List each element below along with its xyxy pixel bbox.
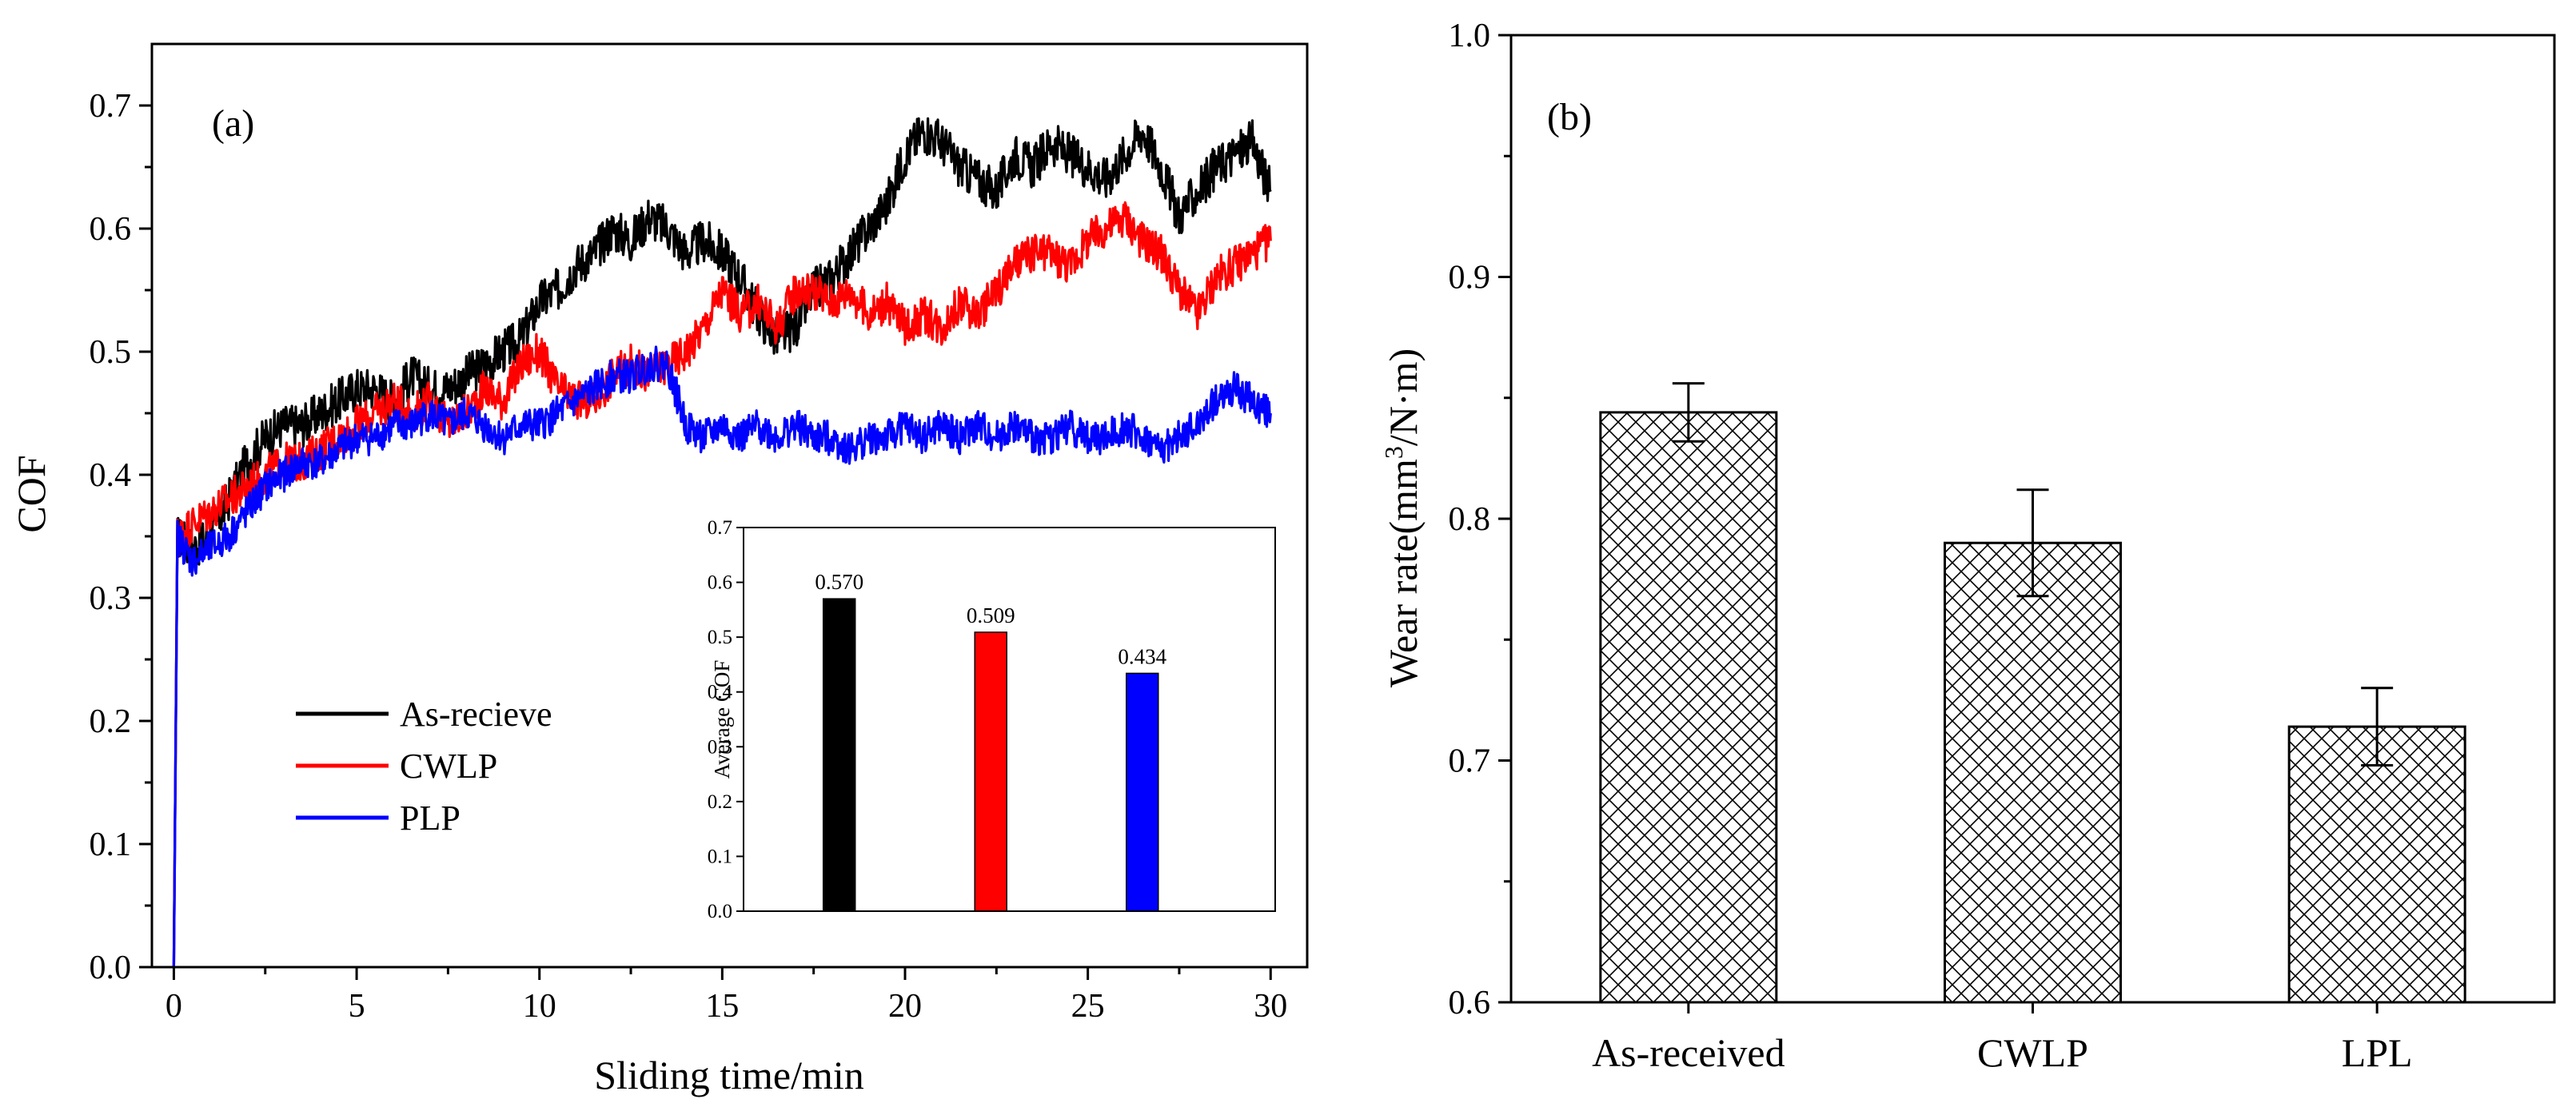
wear-bar-cwlp (1944, 541, 2122, 1004)
legend-item-plp: PLP (296, 798, 461, 838)
x-tick-label: 15 (705, 988, 739, 1025)
y-tick-label: 0.0 (90, 950, 132, 986)
x-axis-ticks: 0 5 10 15 20 25 30 (165, 967, 1287, 1025)
x-tick-label: 0 (165, 988, 182, 1025)
inset-bar-plp (1126, 672, 1159, 912)
x-tick-label: 10 (523, 988, 556, 1025)
y-axis-title-b-prefix: Wear rate(mm (1381, 459, 1426, 687)
y-axis-ticks: 0.0 0.1 0.2 0.3 0.4 0.5 0.6 0.7 (90, 88, 152, 986)
legend-item-as-recieve: As-recieve (296, 695, 552, 734)
inset-y-tick-label: 0.7 (708, 517, 732, 539)
x-tick-label: 30 (1254, 988, 1287, 1025)
wear-bar-lpl (2287, 725, 2466, 1004)
y-tick-label-b: 0.6 (1449, 985, 1491, 1021)
series-line-plp (172, 345, 1272, 968)
inset-bar-value-label: 0.434 (1118, 644, 1166, 668)
y-tick-label-b: 0.7 (1449, 743, 1491, 780)
panel-a-cof-vs-time: 0 5 10 15 20 25 30 0.0 0.1 0.2 0.3 0.4 0.5 0.6 0.7 (a… (9, 42, 1309, 1097)
wear-bar-as-received (1599, 411, 1778, 1004)
x-tick-label: 5 (349, 988, 365, 1025)
y-tick-label-b: 1.0 (1449, 18, 1491, 54)
inset-bar-cwlp (974, 631, 1007, 912)
panel-b-wear-rate: 0.6 0.7 0.8 0.9 1.0 As-received CWLP LPL (b) W… (1379, 18, 2556, 1075)
x-category-label: As-received (1592, 1030, 1785, 1075)
x-category-label: CWLP (1977, 1030, 2088, 1075)
plot-frame-a (150, 42, 1309, 969)
y-tick-label: 0.5 (90, 334, 132, 371)
inset-y-tick-label: 0.2 (708, 791, 732, 813)
legend-item-cwlp: CWLP (296, 747, 497, 786)
y-tick-label: 0.2 (90, 703, 132, 740)
x-category-label: LPL (2342, 1030, 2413, 1075)
y-tick-label: 0.6 (90, 211, 132, 248)
legend-label: CWLP (400, 747, 497, 786)
inset-y-tick-label: 0.6 (708, 572, 732, 594)
y-axis-title-a: COF (9, 455, 54, 532)
y-axis-title-b-suffix: /N·m) (1381, 348, 1426, 446)
y-tick-label: 0.7 (90, 88, 132, 125)
inset-y-tick-label: 0.4 (708, 682, 733, 703)
x-axis-title-a: Sliding time/min (594, 1053, 864, 1097)
legend: As-recieve CWLP PLP (296, 695, 552, 838)
x-axis-category-labels: As-received CWLP LPL (1592, 1002, 2413, 1075)
inset-y-tick-label: 0.5 (708, 627, 732, 648)
inset-average-cof-chart: 0.570 0.509 0.434 0.0 0.1 0.2 0.3 0.4 0.5 0.6 0.7… (708, 517, 1276, 922)
inset-frame (743, 527, 1276, 912)
x-tick-label: 25 (1071, 988, 1105, 1025)
y-axis-ticks-b: 0.6 0.7 0.8 0.9 1.0 (1449, 18, 1511, 1021)
legend-label: PLP (400, 798, 461, 838)
y-tick-label-b: 0.8 (1449, 501, 1491, 538)
inset-y-tick-label: 0.0 (708, 901, 732, 922)
y-tick-label: 0.3 (90, 580, 132, 617)
y-tick-label-b: 0.9 (1449, 260, 1491, 297)
inset-y-tick-label: 0.1 (708, 846, 732, 867)
wear-rate-bars (1599, 382, 2466, 1004)
y-axis-title-b-sup: 3 (1379, 446, 1408, 459)
legend-label: As-recieve (400, 695, 552, 734)
y-axis-title-b: Wear rate(mm3/N·m) (1379, 348, 1426, 687)
inset-bar-value-label: 0.570 (815, 570, 863, 594)
series-line-cwlp (172, 201, 1272, 968)
panel-label-b: (b) (1547, 96, 1592, 138)
x-tick-label: 20 (888, 988, 922, 1025)
series-lines (172, 117, 1272, 968)
y-tick-label: 0.1 (90, 826, 132, 863)
inset-y-axis-ticks: 0.0 0.1 0.2 0.3 0.4 0.5 0.6 0.7 (708, 517, 744, 922)
panel-label-a: (a) (212, 102, 254, 145)
inset-y-tick-label: 0.3 (708, 736, 732, 758)
inset-y-axis-title: Average COF (710, 660, 734, 779)
y-tick-label: 0.4 (90, 457, 132, 494)
inset-bars: 0.570 0.509 0.434 (815, 570, 1167, 912)
series-line-as-recieve (172, 117, 1272, 968)
inset-bar-as-recieve (822, 598, 856, 912)
inset-bar-value-label: 0.509 (967, 603, 1015, 627)
